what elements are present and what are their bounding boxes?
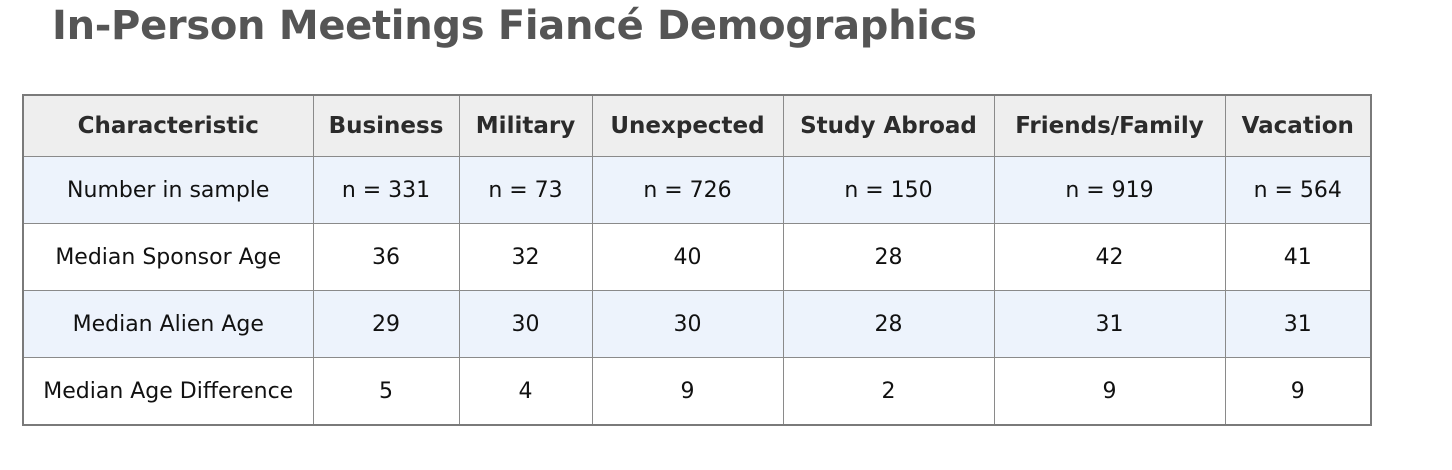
table-cell: 30: [591, 290, 784, 358]
header-business: Business: [312, 94, 460, 157]
demographics-table: Characteristic Business Military Unexpec…: [22, 94, 1372, 426]
table-row: Median Age Difference 5 4 9 2 9 9: [22, 357, 1372, 426]
row-label: Median Alien Age: [22, 290, 314, 358]
table-cell: 9: [591, 357, 784, 426]
table-cell: 9: [1224, 357, 1372, 426]
table-cell: 32: [458, 223, 593, 291]
table-cell: 30: [458, 290, 593, 358]
table-cell: 9: [993, 357, 1226, 426]
table-cell: n = 331: [312, 156, 460, 224]
row-label: Number in sample: [22, 156, 314, 224]
table-cell: n = 564: [1224, 156, 1372, 224]
table-cell: 36: [312, 223, 460, 291]
table-cell: 28: [782, 290, 995, 358]
table-cell: 5: [312, 357, 460, 426]
table-cell: 4: [458, 357, 593, 426]
header-vacation: Vacation: [1224, 94, 1372, 157]
table-cell: n = 726: [591, 156, 784, 224]
table-cell: n = 919: [993, 156, 1226, 224]
header-characteristic: Characteristic: [22, 94, 314, 157]
table-row: Median Sponsor Age 36 32 40 28 42 41: [22, 223, 1372, 291]
header-study-abroad: Study Abroad: [782, 94, 995, 157]
table-cell: 42: [993, 223, 1226, 291]
table-cell: 28: [782, 223, 995, 291]
table-cell: n = 73: [458, 156, 593, 224]
table-cell: n = 150: [782, 156, 995, 224]
header-friends-family: Friends/Family: [993, 94, 1226, 157]
table-cell: 2: [782, 357, 995, 426]
table-cell: 29: [312, 290, 460, 358]
table-cell: 31: [1224, 290, 1372, 358]
table-row: Number in sample n = 331 n = 73 n = 726 …: [22, 156, 1372, 224]
table-cell: 41: [1224, 223, 1372, 291]
header-military: Military: [458, 94, 593, 157]
table-cell: 31: [993, 290, 1226, 358]
page-title: In-Person Meetings Fiancé Demographics: [52, 3, 977, 49]
row-label: Median Sponsor Age: [22, 223, 314, 291]
table-cell: 40: [591, 223, 784, 291]
table-row: Median Alien Age 29 30 30 28 31 31: [22, 290, 1372, 358]
row-label: Median Age Difference: [22, 357, 314, 426]
header-unexpected: Unexpected: [591, 94, 784, 157]
header-row: Characteristic Business Military Unexpec…: [22, 94, 1372, 157]
